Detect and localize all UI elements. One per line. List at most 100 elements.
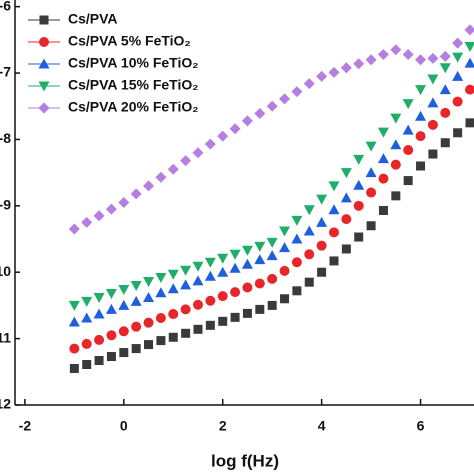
marker bbox=[377, 48, 389, 60]
marker bbox=[366, 221, 376, 231]
marker bbox=[329, 256, 339, 266]
marker bbox=[167, 283, 179, 294]
marker bbox=[390, 113, 402, 124]
marker bbox=[304, 249, 315, 260]
marker bbox=[130, 280, 142, 291]
marker bbox=[415, 54, 427, 66]
legend-marker bbox=[38, 58, 50, 69]
marker bbox=[143, 317, 154, 328]
marker bbox=[316, 216, 328, 227]
legend-label: Cs/PVA 10% FeTiO₂ bbox=[68, 55, 198, 71]
marker bbox=[353, 179, 365, 190]
marker bbox=[354, 232, 364, 242]
marker bbox=[280, 294, 290, 304]
marker bbox=[192, 261, 204, 272]
marker bbox=[390, 139, 402, 150]
marker bbox=[155, 273, 167, 284]
marker bbox=[291, 215, 303, 226]
marker bbox=[378, 205, 388, 215]
marker bbox=[439, 63, 451, 74]
marker bbox=[242, 282, 253, 293]
marker bbox=[403, 176, 413, 186]
marker bbox=[180, 304, 191, 315]
marker bbox=[440, 107, 451, 118]
marker bbox=[365, 167, 377, 178]
y-tick-label: 10 bbox=[0, 263, 11, 279]
marker bbox=[106, 352, 116, 362]
marker bbox=[439, 50, 451, 62]
marker bbox=[439, 84, 451, 95]
marker bbox=[119, 348, 129, 358]
marker bbox=[427, 74, 439, 85]
marker bbox=[377, 153, 389, 164]
y-tick-label: 12 bbox=[0, 396, 11, 412]
marker bbox=[452, 37, 464, 49]
marker bbox=[353, 154, 365, 165]
marker bbox=[155, 171, 167, 183]
marker bbox=[180, 279, 192, 290]
marker bbox=[217, 130, 229, 142]
marker bbox=[254, 278, 265, 289]
marker bbox=[403, 145, 414, 156]
legend-marker bbox=[39, 15, 49, 25]
marker bbox=[143, 277, 155, 288]
marker bbox=[340, 168, 352, 179]
marker bbox=[230, 312, 240, 322]
marker bbox=[168, 309, 179, 320]
marker bbox=[292, 286, 302, 296]
marker bbox=[365, 141, 377, 152]
marker bbox=[340, 62, 352, 74]
marker bbox=[69, 343, 80, 354]
marker bbox=[464, 57, 474, 68]
marker bbox=[316, 194, 328, 205]
marker bbox=[68, 223, 80, 235]
marker bbox=[180, 265, 192, 276]
marker bbox=[365, 54, 377, 66]
marker bbox=[452, 70, 464, 81]
marker bbox=[118, 326, 129, 337]
marker bbox=[118, 299, 130, 310]
marker bbox=[328, 204, 340, 215]
marker bbox=[229, 249, 241, 260]
marker bbox=[204, 257, 216, 268]
legend-label: Cs/PVA 20% FeTiO₂ bbox=[68, 99, 198, 115]
marker bbox=[180, 155, 192, 167]
marker bbox=[303, 205, 315, 216]
y-tick-label: -9 bbox=[0, 197, 11, 213]
marker bbox=[317, 267, 327, 277]
marker bbox=[427, 119, 438, 130]
marker bbox=[168, 332, 178, 342]
marker bbox=[377, 127, 389, 138]
marker bbox=[217, 266, 229, 277]
marker bbox=[230, 287, 241, 298]
marker bbox=[464, 41, 474, 52]
marker bbox=[266, 100, 278, 112]
marker bbox=[291, 233, 303, 244]
marker bbox=[242, 308, 252, 318]
marker bbox=[93, 308, 105, 319]
marker bbox=[81, 216, 93, 228]
marker bbox=[69, 363, 79, 373]
marker bbox=[205, 320, 215, 330]
marker bbox=[204, 270, 216, 281]
marker bbox=[303, 225, 315, 236]
marker bbox=[144, 340, 154, 350]
legend-label: Cs/PVA bbox=[68, 11, 118, 27]
marker bbox=[81, 338, 92, 349]
marker bbox=[81, 296, 93, 307]
marker bbox=[266, 250, 278, 261]
marker bbox=[229, 123, 241, 135]
marker bbox=[82, 360, 92, 369]
marker bbox=[353, 58, 365, 70]
marker bbox=[453, 128, 463, 138]
marker bbox=[217, 291, 228, 302]
marker bbox=[94, 334, 105, 345]
x-tick-label: 6 bbox=[417, 418, 425, 434]
marker bbox=[192, 147, 204, 159]
marker bbox=[130, 295, 142, 306]
marker bbox=[155, 287, 167, 298]
marker bbox=[279, 226, 291, 237]
marker bbox=[341, 214, 352, 225]
marker bbox=[143, 180, 155, 192]
